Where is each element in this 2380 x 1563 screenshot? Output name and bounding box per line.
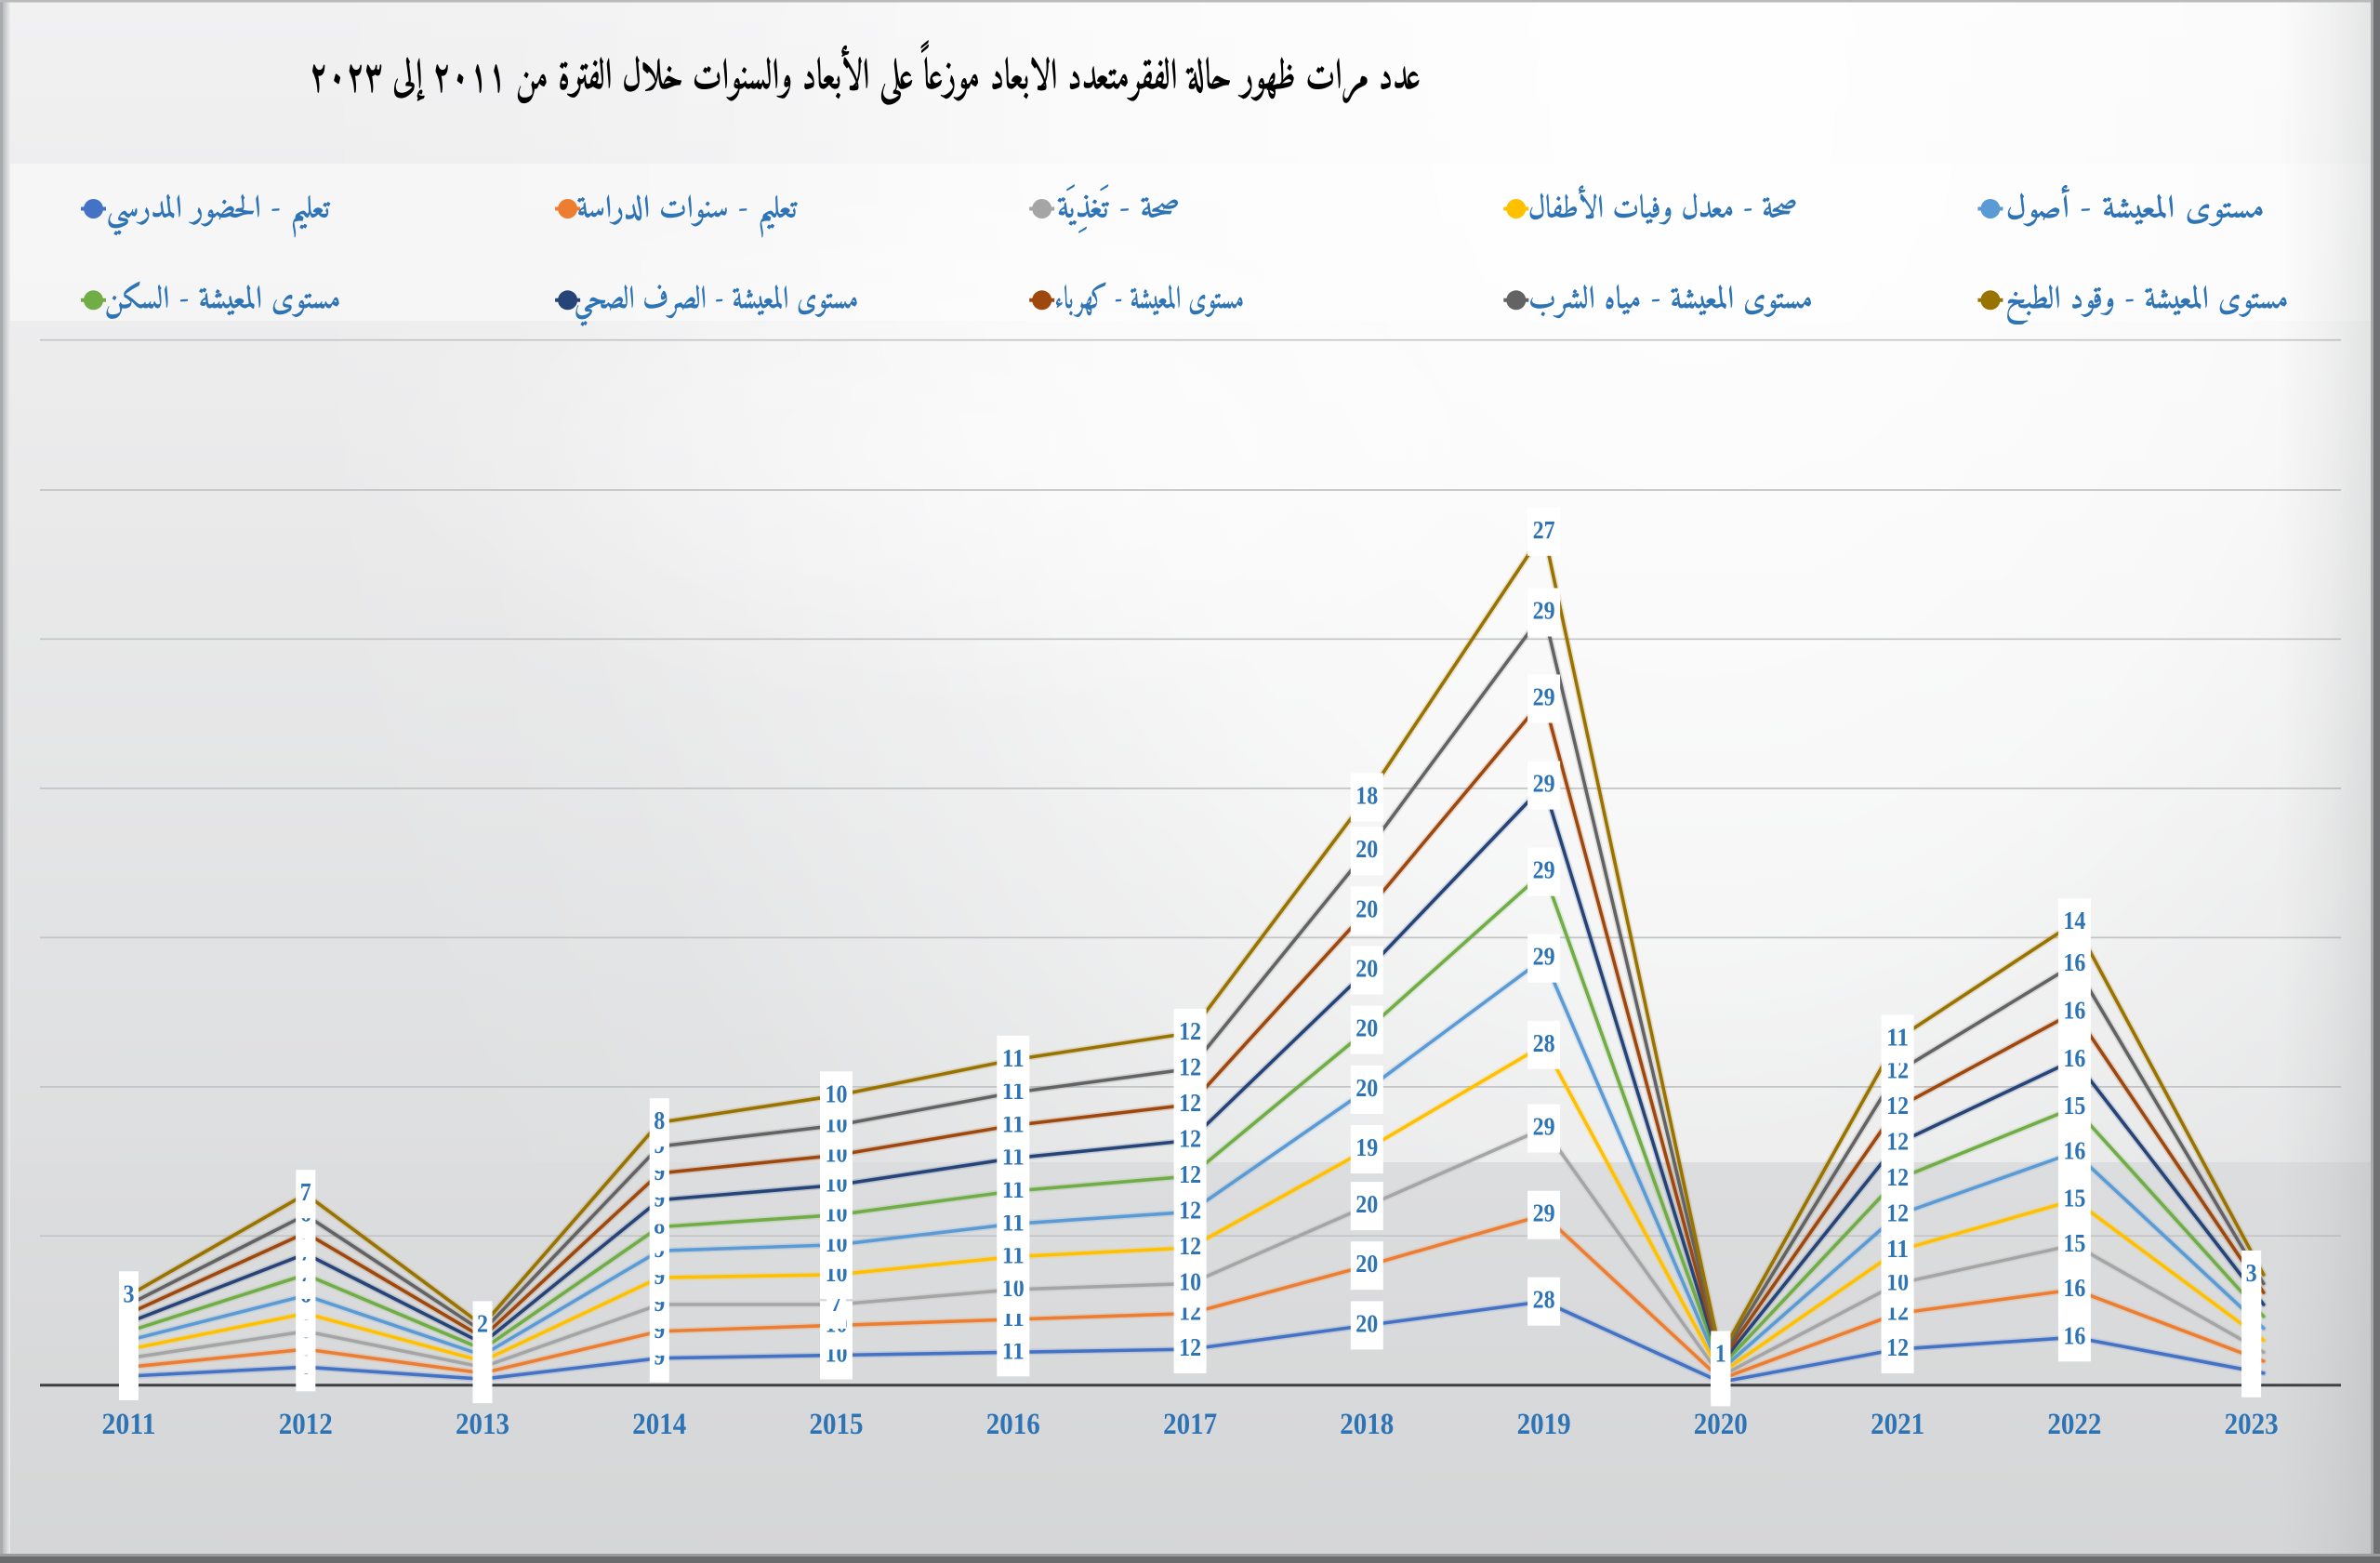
svg-text:2014: 2014 <box>632 1408 686 1441</box>
svg-text:18: 18 <box>1355 781 1378 809</box>
svg-text:2023: 2023 <box>2225 1408 2279 1441</box>
svg-text:14: 14 <box>2063 907 2085 934</box>
svg-text:20: 20 <box>1355 835 1378 863</box>
svg-text:12: 12 <box>1179 1053 1201 1080</box>
svg-text:16: 16 <box>2063 1136 2085 1164</box>
svg-text:20: 20 <box>1355 1190 1378 1218</box>
svg-text:10: 10 <box>826 1080 848 1107</box>
svg-text:12: 12 <box>1886 1199 1909 1227</box>
svg-text:12: 12 <box>1886 1092 1909 1119</box>
svg-text:2016: 2016 <box>986 1408 1040 1441</box>
svg-text:2015: 2015 <box>810 1408 864 1441</box>
svg-text:19: 19 <box>1355 1133 1378 1161</box>
svg-text:2013: 2013 <box>456 1408 509 1441</box>
svg-text:20: 20 <box>1355 955 1378 983</box>
svg-text:2017: 2017 <box>1163 1408 1217 1441</box>
svg-text:28: 28 <box>1533 1286 1555 1314</box>
svg-text:2022: 2022 <box>2047 1408 2101 1441</box>
svg-text:28: 28 <box>1533 1029 1555 1057</box>
svg-text:29: 29 <box>1533 597 1555 625</box>
svg-text:20: 20 <box>1355 1250 1378 1278</box>
svg-text:29: 29 <box>1533 856 1555 884</box>
svg-text:11: 11 <box>1002 1044 1025 1072</box>
svg-text:2012: 2012 <box>279 1408 333 1441</box>
svg-text:11: 11 <box>1886 1235 1909 1263</box>
svg-text:2021: 2021 <box>1871 1408 1924 1441</box>
svg-text:29: 29 <box>1533 1113 1555 1141</box>
svg-text:16: 16 <box>2063 997 2085 1025</box>
svg-text:2: 2 <box>477 1309 488 1337</box>
svg-text:29: 29 <box>1533 943 1555 971</box>
svg-text:2020: 2020 <box>1694 1408 1748 1441</box>
svg-text:15: 15 <box>2063 1092 2085 1119</box>
svg-text:20: 20 <box>1355 894 1378 922</box>
svg-text:12: 12 <box>1179 1197 1201 1225</box>
svg-text:20: 20 <box>1355 1074 1378 1102</box>
svg-text:11: 11 <box>1886 1023 1909 1051</box>
svg-text:15: 15 <box>2063 1185 2085 1212</box>
svg-text:16: 16 <box>2063 1044 2085 1072</box>
svg-text:2018: 2018 <box>1340 1408 1394 1441</box>
svg-text:29: 29 <box>1533 1199 1555 1227</box>
svg-text:29: 29 <box>1533 770 1555 798</box>
svg-text:20: 20 <box>1355 1014 1378 1042</box>
svg-text:1: 1 <box>1715 1340 1726 1368</box>
svg-text:29: 29 <box>1533 683 1555 711</box>
svg-text:7: 7 <box>300 1178 311 1206</box>
svg-text:8: 8 <box>654 1106 665 1134</box>
svg-text:20: 20 <box>1355 1309 1378 1337</box>
svg-text:2019: 2019 <box>1517 1408 1571 1441</box>
svg-text:12: 12 <box>1179 1160 1201 1188</box>
svg-text:12: 12 <box>1886 1128 1909 1156</box>
svg-text:12: 12 <box>1179 1232 1201 1260</box>
svg-text:12: 12 <box>1179 1125 1201 1153</box>
svg-text:12: 12 <box>1179 1089 1201 1117</box>
svg-text:12: 12 <box>1179 1333 1201 1361</box>
svg-text:12: 12 <box>1886 1163 1909 1191</box>
svg-text:27: 27 <box>1533 516 1555 544</box>
svg-text:2011: 2011 <box>102 1408 156 1441</box>
svg-text:3: 3 <box>2246 1259 2257 1287</box>
svg-text:16: 16 <box>2063 1321 2085 1349</box>
svg-text:16: 16 <box>2063 1274 2085 1302</box>
svg-text:15: 15 <box>2063 1229 2085 1257</box>
svg-text:12: 12 <box>1886 1333 1909 1361</box>
svg-text:10: 10 <box>1179 1268 1201 1296</box>
svg-text:12: 12 <box>1179 1017 1201 1045</box>
svg-text:3: 3 <box>124 1279 135 1307</box>
svg-text:16: 16 <box>2063 948 2085 976</box>
